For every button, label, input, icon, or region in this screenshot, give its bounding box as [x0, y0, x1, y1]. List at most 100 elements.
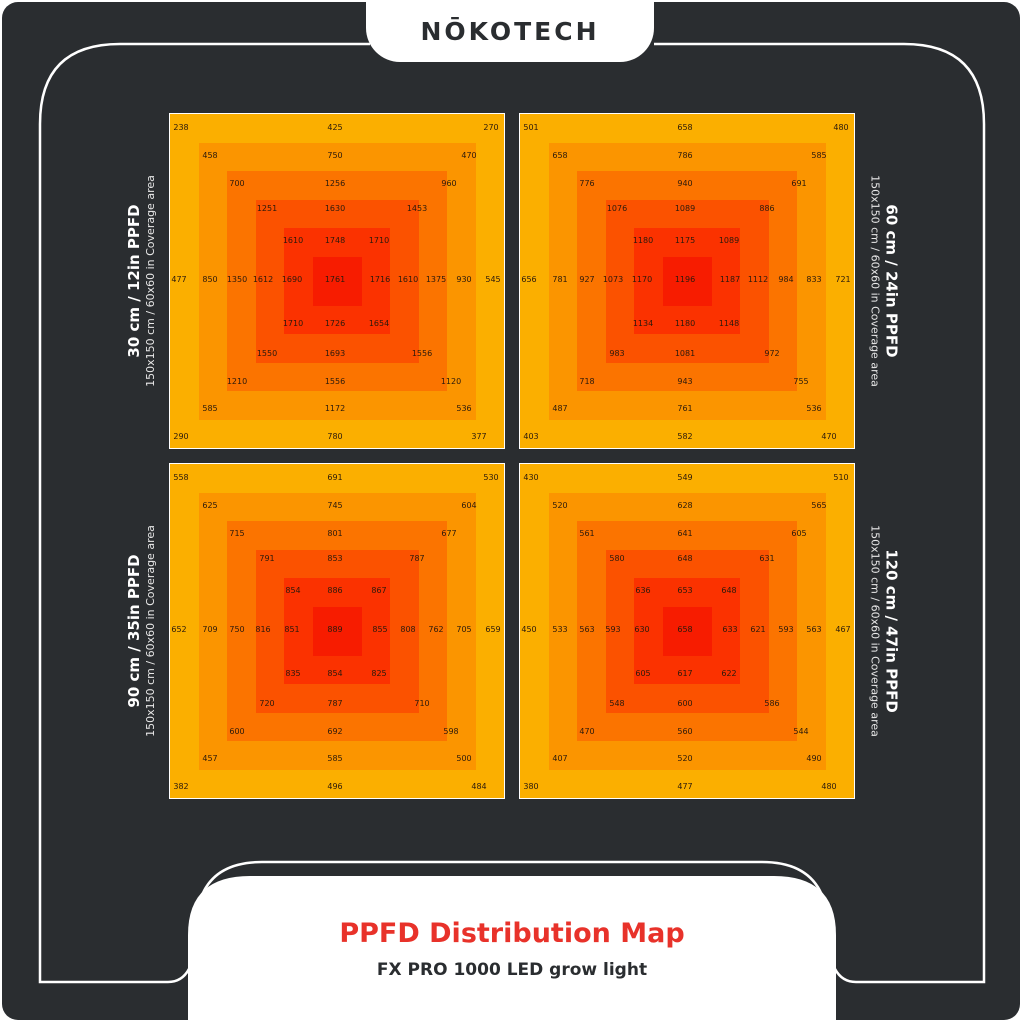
ppfd-value: 407	[552, 754, 568, 763]
ppfd-value: 1210	[226, 377, 248, 386]
ppfd-value: 1076	[606, 204, 628, 213]
ppfd-value: 484	[471, 782, 487, 791]
ppfd-grid	[519, 463, 855, 799]
ppfd-value: 533	[552, 625, 568, 634]
ppfd-value: 653	[677, 586, 693, 595]
ppfd-value: 1196	[674, 275, 696, 284]
ppfd-value: 563	[579, 625, 595, 634]
brand-logo: NŌKOTECH	[420, 16, 600, 46]
ppfd-value: 1172	[324, 404, 346, 413]
ppfd-value: 801	[327, 529, 343, 538]
ppfd-value: 1134	[632, 319, 654, 328]
ppfd-ring	[662, 256, 712, 306]
ppfd-value: 496	[327, 782, 343, 791]
ppfd-value: 816	[255, 625, 271, 634]
ppfd-value: 605	[791, 529, 807, 538]
ppfd-value: 625	[202, 501, 218, 510]
ppfd-value: 563	[806, 625, 822, 634]
ppfd-value: 580	[609, 554, 625, 563]
ppfd-value: 604	[461, 501, 477, 510]
coverage-area-label: 150x150 cm / 60x60 in Coverage area	[868, 525, 882, 737]
ppfd-value: 500	[456, 754, 472, 763]
ppfd-grid	[169, 113, 505, 449]
ppfd-value: 781	[552, 275, 568, 284]
ppfd-value: 691	[791, 179, 807, 188]
ppfd-value: 854	[285, 586, 301, 595]
ppfd-value: 776	[579, 179, 595, 188]
ppfd-value: 487	[552, 404, 568, 413]
ppfd-value: 600	[229, 727, 245, 736]
ppfd-value: 850	[202, 275, 218, 284]
coverage-area-label: 150x150 cm / 60x60 in Coverage area	[143, 525, 157, 737]
ppfd-value: 380	[523, 782, 539, 791]
ppfd-value: 561	[579, 529, 595, 538]
height-heading: 60 cm / 24in PPFD	[882, 204, 901, 358]
ppfd-value: 780	[327, 432, 343, 441]
ppfd-value: 425	[327, 123, 343, 132]
ppfd-value: 1453	[406, 204, 428, 213]
height-label: 60 cm / 24in PPFD 150x150 cm / 60x60 in C…	[868, 111, 901, 451]
ppfd-value: 382	[173, 782, 189, 791]
ppfd-value: 808	[400, 625, 416, 634]
ppfd-ring	[312, 606, 362, 656]
ppfd-value: 983	[609, 349, 625, 358]
ppfd-value: 598	[443, 727, 459, 736]
ppfd-value: 825	[371, 669, 387, 678]
ppfd-value: 617	[677, 669, 693, 678]
ppfd-value: 940	[677, 179, 693, 188]
ppfd-value: 705	[456, 625, 472, 634]
ppfd-value: 787	[409, 554, 425, 563]
ppfd-grid	[519, 113, 855, 449]
ppfd-value: 605	[635, 669, 651, 678]
ppfd-value: 630	[634, 625, 650, 634]
ppfd-value: 886	[759, 204, 775, 213]
ppfd-value: 536	[806, 404, 822, 413]
ppfd-value: 787	[327, 699, 343, 708]
ppfd-value: 1187	[719, 275, 741, 284]
ppfd-value: 835	[285, 669, 301, 678]
ppfd-value: 750	[229, 625, 245, 634]
ppfd-value: 467	[835, 625, 851, 634]
ppfd-value: 1761	[324, 275, 346, 284]
ppfd-value: 648	[721, 586, 737, 595]
ppfd-value: 600	[677, 699, 693, 708]
ppfd-value: 720	[259, 699, 275, 708]
ppfd-value: 621	[750, 625, 766, 634]
ppfd-value: 549	[677, 473, 693, 482]
ppfd-value: 490	[806, 754, 822, 763]
ppfd-value: 658	[552, 151, 568, 160]
ppfd-value: 851	[284, 625, 300, 634]
height-heading: 90 cm / 35in PPFD	[124, 554, 143, 708]
ppfd-value: 1556	[324, 377, 346, 386]
ppfd-value: 1610	[282, 236, 304, 245]
ppfd-value: 1256	[324, 179, 346, 188]
ppfd-ring	[662, 606, 712, 656]
ppfd-value: 867	[371, 586, 387, 595]
ppfd-value: 585	[327, 754, 343, 763]
ppfd-value: 1180	[632, 236, 654, 245]
ppfd-value: 290	[173, 432, 189, 441]
ppfd-value: 791	[259, 554, 275, 563]
ppfd-value: 710	[414, 699, 430, 708]
ppfd-value: 721	[835, 275, 851, 284]
ppfd-value: 677	[441, 529, 457, 538]
ppfd-value: 715	[229, 529, 245, 538]
ppfd-value: 477	[171, 275, 187, 284]
ppfd-value: 648	[677, 554, 693, 563]
ppfd-value: 520	[552, 501, 568, 510]
ppfd-value: 536	[456, 404, 472, 413]
ppfd-value: 631	[759, 554, 775, 563]
ppfd-value: 470	[461, 151, 477, 160]
ppfd-value: 480	[833, 123, 849, 132]
ppfd-ring	[312, 256, 362, 306]
ppfd-value: 1690	[281, 275, 303, 284]
ppfd-value: 1170	[631, 275, 653, 284]
ppfd-value: 886	[327, 586, 343, 595]
height-heading: 30 cm / 12in PPFD	[124, 204, 143, 358]
ppfd-value: 691	[327, 473, 343, 482]
ppfd-value: 762	[428, 625, 444, 634]
ppfd-value: 1550	[256, 349, 278, 358]
ppfd-value: 855	[372, 625, 388, 634]
ppfd-value: 984	[778, 275, 794, 284]
